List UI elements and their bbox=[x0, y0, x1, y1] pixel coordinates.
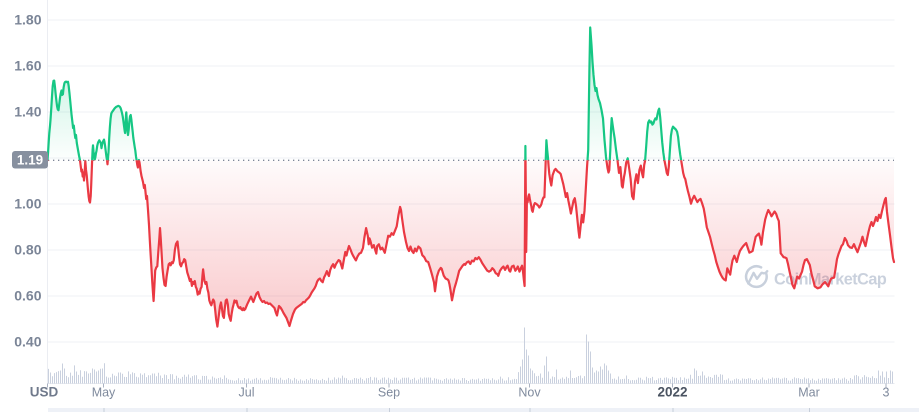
svg-text:1.00: 1.00 bbox=[14, 196, 41, 212]
svg-text:USD: USD bbox=[30, 385, 59, 400]
svg-text:1.40: 1.40 bbox=[14, 104, 41, 120]
svg-text:3: 3 bbox=[883, 386, 890, 400]
svg-text:1.60: 1.60 bbox=[14, 58, 41, 74]
svg-text:0.60: 0.60 bbox=[14, 288, 41, 304]
svg-text:May: May bbox=[92, 386, 116, 400]
svg-text:Jul: Jul bbox=[239, 386, 255, 400]
svg-text:0.80: 0.80 bbox=[14, 242, 41, 258]
svg-text:2022: 2022 bbox=[657, 385, 687, 400]
svg-text:0.40: 0.40 bbox=[14, 334, 41, 350]
svg-text:Nov: Nov bbox=[518, 386, 541, 400]
svg-text:1.80: 1.80 bbox=[14, 12, 41, 28]
svg-text:Mar: Mar bbox=[798, 386, 820, 400]
svg-text:Sep: Sep bbox=[378, 386, 400, 400]
svg-text:1.19: 1.19 bbox=[17, 152, 43, 167]
